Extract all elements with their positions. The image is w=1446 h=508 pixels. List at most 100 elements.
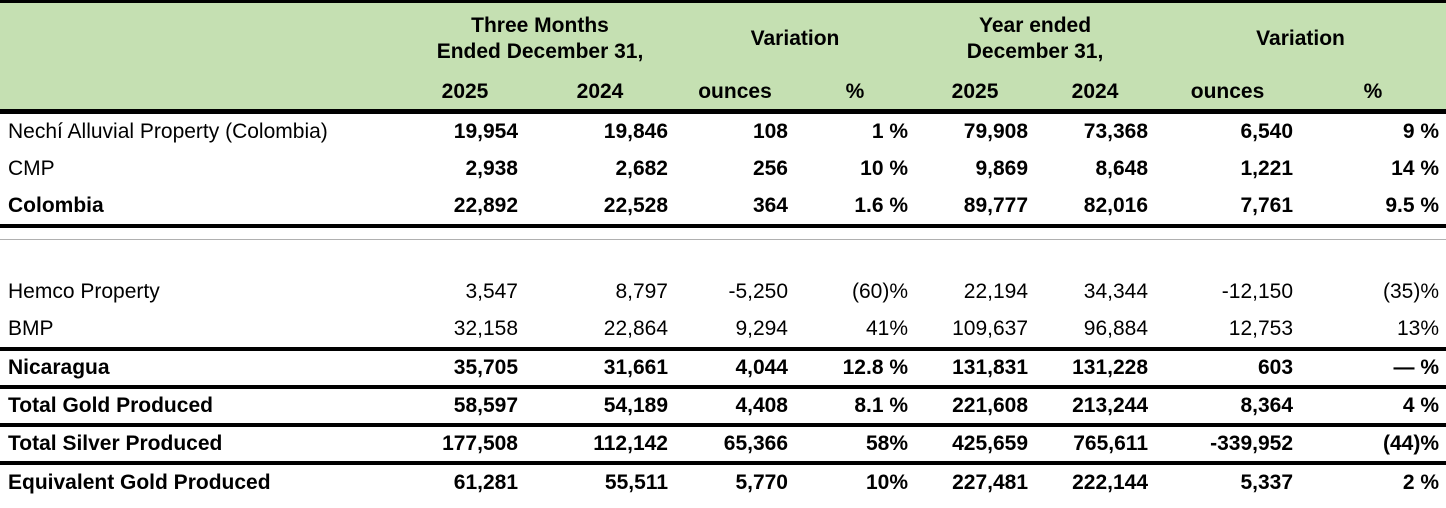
blank-spacer-row bbox=[0, 240, 1446, 273]
value-cell: 8,364 bbox=[1155, 386, 1301, 427]
table-row: Nicaragua 35,705 31,661 4,044 12.8 % 131,831 1… bbox=[0, 348, 1446, 389]
value-cell: (35)% bbox=[1383, 279, 1440, 303]
value-cell: 89,777 bbox=[915, 187, 1036, 228]
value-cell: 19,846 bbox=[603, 119, 668, 143]
row-label-cell: Hemco Property bbox=[8, 279, 160, 303]
value-cell: 96,884 bbox=[1035, 310, 1156, 351]
spacer-cell bbox=[0, 240, 1446, 273]
header-group-row: Three Months Ended December 31, Variatio… bbox=[0, 1, 1446, 76]
value-cell: 13% bbox=[1300, 310, 1446, 351]
value-cell: 10% bbox=[865, 470, 909, 494]
value-cell: 603 bbox=[1155, 348, 1301, 389]
row-label-cell: Nechí Alluvial Property (Colombia) bbox=[8, 119, 328, 143]
value-cell: 32,158 bbox=[405, 310, 525, 351]
value-cell: 10 % bbox=[860, 156, 909, 180]
table-row: CMP 2,938 2,682 256 10 % 9,869 8,648 1,221 14 % bbox=[0, 150, 1446, 188]
value-cell: (44)% bbox=[1300, 424, 1446, 465]
value-cell: 12,753 bbox=[1155, 310, 1301, 351]
value-cell: 54,189 bbox=[525, 386, 675, 427]
col-group-variation-year: Variation bbox=[1155, 1, 1446, 76]
value-cell: 6,540 bbox=[1240, 119, 1294, 143]
table-row: Total Gold Produced 58,597 54,189 4,408 8.1 … bbox=[0, 386, 1446, 427]
section-divider-hairline bbox=[0, 225, 1446, 240]
column-header-y2024: 2024 bbox=[1035, 75, 1156, 114]
value-cell: 213,244 bbox=[1035, 386, 1156, 427]
value-cell: 2,938 bbox=[465, 156, 518, 180]
value-cell: 131,831 bbox=[915, 348, 1036, 389]
value-cell: 2,682 bbox=[615, 156, 668, 180]
value-cell: 58,597 bbox=[405, 386, 525, 427]
value-cell: 8,648 bbox=[1095, 156, 1149, 180]
value-cell: 5,337 bbox=[1240, 470, 1294, 494]
value-cell: 222,144 bbox=[1072, 470, 1149, 494]
value-cell: 2 % bbox=[1402, 470, 1440, 494]
value-cell: (60)% bbox=[851, 279, 909, 303]
row-label-cell: Total Silver Produced bbox=[0, 424, 405, 465]
value-cell: 9,294 bbox=[675, 310, 795, 351]
value-cell: 34,344 bbox=[1083, 279, 1149, 303]
value-cell: 7,761 bbox=[1155, 187, 1301, 228]
table-row: Colombia 22,892 22,528 364 1.6 % 89,777 82,016… bbox=[0, 187, 1446, 228]
column-header-q-ounces: ounces bbox=[675, 75, 795, 114]
row-label-cell: BMP bbox=[0, 310, 405, 351]
table-row: Nechí Alluvial Property (Colombia) 19,954… bbox=[0, 112, 1446, 150]
value-cell: 41% bbox=[795, 310, 916, 351]
value-cell: 55,511 bbox=[604, 470, 668, 494]
column-header-y-percent: % bbox=[1300, 75, 1446, 114]
value-cell: 22,864 bbox=[525, 310, 675, 351]
value-cell: 4,408 bbox=[675, 386, 795, 427]
column-header-y-ounces: ounces bbox=[1155, 75, 1301, 114]
value-cell: 73,368 bbox=[1083, 119, 1149, 143]
value-cell: 9,869 bbox=[975, 156, 1029, 180]
value-cell: 19,954 bbox=[453, 119, 518, 143]
column-header-y2025: 2025 bbox=[915, 75, 1036, 114]
col-group-variation-quarter: Variation bbox=[675, 1, 916, 76]
value-cell: 61,281 bbox=[453, 470, 518, 494]
value-cell: 8,797 bbox=[615, 279, 668, 303]
value-cell: 1,221 bbox=[1240, 156, 1294, 180]
row-label-cell: Nicaragua bbox=[0, 348, 405, 389]
header-corner-cell bbox=[0, 1, 405, 76]
value-cell: 79,908 bbox=[963, 119, 1029, 143]
value-cell: 65,366 bbox=[675, 424, 795, 465]
value-cell: 5,770 bbox=[735, 470, 788, 494]
value-cell: 109,637 bbox=[915, 310, 1036, 351]
value-cell: 31,661 bbox=[525, 348, 675, 389]
value-cell: 765,611 bbox=[1035, 424, 1156, 465]
value-cell: -12,150 bbox=[1221, 279, 1294, 303]
value-cell: 131,228 bbox=[1035, 348, 1156, 389]
table-row: Equivalent Gold Produced 61,281 55,511 5,77… bbox=[0, 463, 1446, 501]
value-cell: 221,608 bbox=[915, 386, 1036, 427]
value-cell: 425,659 bbox=[915, 424, 1036, 465]
column-header-q-percent: % bbox=[795, 75, 916, 114]
value-cell: 35,705 bbox=[405, 348, 525, 389]
value-cell: 108 bbox=[752, 119, 788, 143]
table-row: Total Silver Produced 177,508 112,142 65,36… bbox=[0, 424, 1446, 465]
value-cell: 1.6 % bbox=[795, 187, 916, 228]
value-cell: 8.1 % bbox=[795, 386, 916, 427]
value-cell: 22,528 bbox=[525, 187, 675, 228]
value-cell: 364 bbox=[675, 187, 795, 228]
value-cell: 22,892 bbox=[405, 187, 525, 228]
value-cell: 22,194 bbox=[963, 279, 1029, 303]
value-cell: 14 % bbox=[1391, 156, 1440, 180]
value-cell: 82,016 bbox=[1035, 187, 1156, 228]
table-body: Nechí Alluvial Property (Colombia) 19,954… bbox=[0, 112, 1446, 501]
value-cell: 177,508 bbox=[405, 424, 525, 465]
value-cell: 1 % bbox=[871, 119, 909, 143]
row-label-cell: Colombia bbox=[0, 187, 405, 228]
value-cell: 227,481 bbox=[952, 470, 1029, 494]
value-cell: -339,952 bbox=[1155, 424, 1301, 465]
row-label-cell: Equivalent Gold Produced bbox=[8, 470, 271, 494]
value-cell: 12.8 % bbox=[795, 348, 916, 389]
value-cell: 112,142 bbox=[525, 424, 675, 465]
column-header-q2025: 2025 bbox=[405, 75, 525, 114]
spacer-cell bbox=[0, 225, 1446, 240]
value-cell: 4,044 bbox=[675, 348, 795, 389]
value-cell: 256 bbox=[752, 156, 788, 180]
header-label-cell bbox=[0, 75, 405, 114]
value-cell: 3,547 bbox=[465, 279, 518, 303]
table-row: BMP 32,158 22,864 9,294 41% 109,637 96,884 12,7… bbox=[0, 310, 1446, 351]
